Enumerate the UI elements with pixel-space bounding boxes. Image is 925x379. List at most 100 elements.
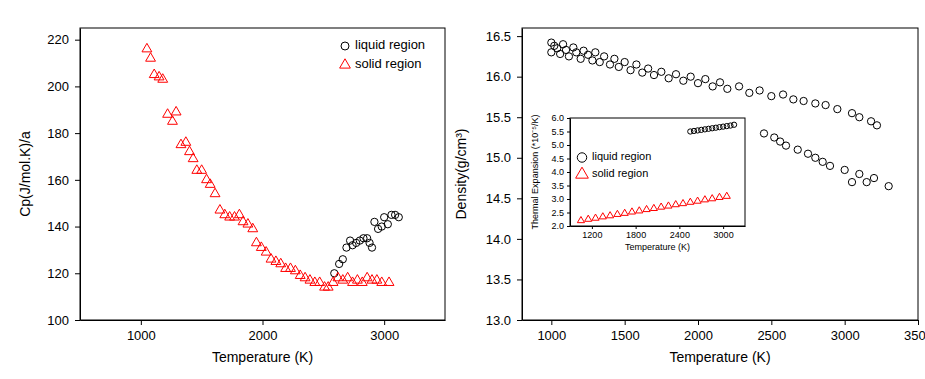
tick: 15.0 — [486, 150, 522, 165]
tick: 16.0 — [486, 69, 522, 84]
tick-label: 2000 — [684, 328, 713, 343]
plot-area — [142, 43, 402, 290]
point — [856, 170, 863, 177]
tick-mark — [636, 226, 637, 229]
point — [658, 68, 665, 75]
legend-entry: liquid region — [577, 150, 651, 162]
plot-frame — [570, 118, 745, 226]
legend-label: solid region — [355, 56, 422, 71]
point — [395, 214, 402, 221]
tick-label: 2.5 — [551, 208, 564, 218]
point — [650, 71, 657, 78]
point — [826, 162, 833, 169]
tick-label: 3000 — [831, 328, 860, 343]
point — [716, 79, 723, 86]
tick-label: 13.0 — [486, 313, 511, 328]
tick-mark — [517, 320, 522, 321]
tick-mark — [567, 226, 570, 227]
y-axis-title: Thermal Expansion (*10⁻⁵/K) — [530, 115, 540, 230]
tick: 16.5 — [486, 29, 522, 44]
tick-mark — [918, 320, 919, 325]
point — [746, 89, 753, 96]
point — [585, 215, 592, 221]
tick: 4.5 — [551, 154, 570, 164]
tick-label: 1500 — [611, 328, 640, 343]
point — [794, 146, 801, 153]
tick-label: 1800 — [626, 230, 646, 240]
point — [812, 154, 819, 161]
point — [812, 100, 819, 107]
tick-mark — [263, 320, 264, 325]
tick-label: 2400 — [670, 230, 690, 240]
tick-label: 1200 — [582, 230, 602, 240]
point — [735, 83, 742, 90]
point — [819, 158, 826, 165]
tick-label: 13.5 — [486, 272, 511, 287]
point — [680, 77, 687, 84]
point — [841, 166, 848, 173]
tick-mark — [679, 226, 680, 229]
point — [804, 150, 811, 157]
chart: 10001500200025003000350013.013.514.014.5… — [453, 28, 925, 365]
point — [644, 65, 651, 72]
point — [863, 178, 870, 185]
point — [589, 57, 596, 64]
x-axis-line — [523, 320, 919, 321]
tick: 180 — [47, 126, 80, 141]
tick-mark — [592, 226, 593, 229]
point — [779, 91, 786, 98]
point — [848, 110, 855, 117]
point — [339, 256, 346, 263]
point — [856, 114, 863, 121]
point — [636, 207, 643, 213]
point — [592, 214, 599, 220]
point — [176, 139, 186, 148]
y-axis-title: Density(g/cm³) — [453, 128, 469, 219]
tick: 2.0 — [551, 221, 570, 231]
legend-symbol — [341, 42, 349, 50]
point — [281, 263, 291, 272]
legend-entry: solid region — [340, 56, 422, 71]
series — [142, 43, 394, 290]
y-axis: 100120140160180200220 — [47, 29, 80, 328]
y-axis: 13.013.514.014.515.015.516.016.5 — [486, 29, 523, 328]
point — [723, 192, 730, 198]
y-axis-title: Cp(J/mol.K)/a — [17, 131, 33, 217]
legend: liquid regionsolid region — [576, 150, 652, 179]
x-axis-line — [571, 226, 746, 227]
tick-label: 6.0 — [551, 113, 564, 123]
tick-mark — [517, 158, 522, 159]
point — [573, 49, 580, 56]
tick: 3500 — [904, 320, 925, 343]
tick: 3000 — [370, 320, 399, 343]
tick-label: 4.0 — [551, 167, 564, 177]
plot-area — [577, 122, 736, 223]
tick-mark — [567, 132, 570, 133]
tick-label: 5.0 — [551, 140, 564, 150]
x-axis: 100020003000 — [81, 320, 446, 343]
point — [230, 212, 240, 221]
point — [210, 188, 220, 197]
tick-label: 3000 — [714, 230, 734, 240]
tick-mark — [75, 273, 80, 274]
tick: 100 — [47, 313, 80, 328]
point — [577, 216, 584, 222]
point — [592, 49, 599, 56]
point — [154, 71, 164, 80]
tick-label: 2500 — [757, 328, 786, 343]
point — [338, 275, 348, 284]
tick-mark — [517, 198, 522, 199]
tick: 15.5 — [486, 110, 522, 125]
point — [650, 204, 657, 210]
point — [621, 58, 628, 65]
tick-mark — [625, 320, 626, 325]
y-axis-line — [80, 29, 81, 321]
point — [694, 197, 701, 203]
tick-mark — [75, 133, 80, 134]
tick-label: 3000 — [370, 328, 399, 343]
tick: 1000 — [127, 320, 156, 343]
tick: 1500 — [611, 320, 640, 343]
point — [834, 105, 841, 112]
tick-mark — [567, 186, 570, 187]
point — [384, 277, 394, 286]
